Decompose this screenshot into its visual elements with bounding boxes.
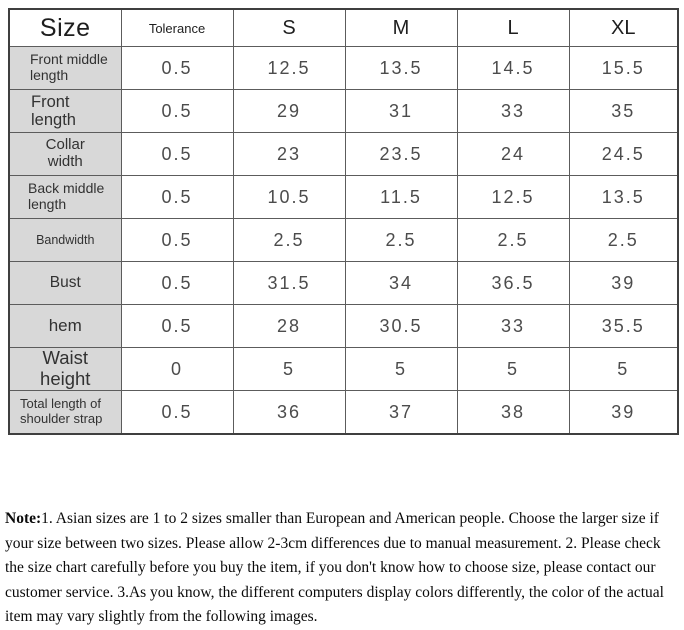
table-cell: 2.5: [456, 218, 570, 262]
table-cell: 35.5: [568, 304, 679, 348]
table-cell: 0.5: [120, 46, 234, 90]
column-header-m: M: [344, 8, 458, 47]
row-header: Bust: [8, 261, 122, 305]
table-cell: 12.5: [456, 175, 570, 219]
table-cell: 0.5: [120, 132, 234, 176]
table-row-waist-height: Waist height 0 5 5 5 5: [8, 347, 679, 391]
table-cell: 35: [568, 89, 679, 133]
table-row-front-length: Front length 0.5 29 31 33 35: [8, 89, 679, 133]
table-row-hem: hem 0.5 28 30.5 33 35.5: [8, 304, 679, 348]
size-chart-table: Size Tolerance S M L XL Front middle len…: [8, 8, 679, 435]
table-cell: 30.5: [344, 304, 458, 348]
row-header: Waist height: [8, 347, 122, 391]
table-cell: 0.5: [120, 218, 234, 262]
table-row-front-middle-length: Front middle length 0.5 12.5 13.5 14.5 1…: [8, 46, 679, 90]
table-row-total-length-of-shoulder-strap: Total length of shoulder strap 0.5 36 37…: [8, 390, 679, 435]
table-cell: 5: [232, 347, 346, 391]
note-body: 1. Asian sizes are 1 to 2 sizes smaller …: [5, 510, 664, 625]
table-cell: 13.5: [344, 46, 458, 90]
table-cell: 15.5: [568, 46, 679, 90]
table-cell: 33: [456, 89, 570, 133]
table-cell: 23: [232, 132, 346, 176]
table-cell: 0: [120, 347, 234, 391]
table-cell: 31.5: [232, 261, 346, 305]
note-prefix: Note:: [5, 510, 42, 527]
table-cell: 37: [344, 390, 458, 435]
table-cell: 34: [344, 261, 458, 305]
table-row-back-middle-length: Back middle length 0.5 10.5 11.5 12.5 13…: [8, 175, 679, 219]
table-row-bust: Bust 0.5 31.5 34 36.5 39: [8, 261, 679, 305]
table-cell: 2.5: [568, 218, 679, 262]
row-header: Total length of shoulder strap: [8, 390, 122, 435]
table-cell: 0.5: [120, 390, 234, 435]
row-header: Bandwidth: [8, 218, 122, 262]
table-cell: 0.5: [120, 304, 234, 348]
row-header: Collar width: [8, 132, 122, 176]
table-cell: 5: [456, 347, 570, 391]
table-cell: 14.5: [456, 46, 570, 90]
table-row-collar-width: Collar width 0.5 23 23.5 24 24.5: [8, 132, 679, 176]
table-cell: 0.5: [120, 175, 234, 219]
column-header-size: Size: [8, 8, 122, 47]
header-row: Size Tolerance S M L XL: [8, 8, 679, 47]
table-cell: 29: [232, 89, 346, 133]
column-header-l: L: [456, 8, 570, 47]
table-cell: 28: [232, 304, 346, 348]
table-cell: 24: [456, 132, 570, 176]
table-cell: 31: [344, 89, 458, 133]
table-cell: 38: [456, 390, 570, 435]
table-cell: 10.5: [232, 175, 346, 219]
table-cell: 2.5: [344, 218, 458, 262]
row-header: Front length: [8, 89, 122, 133]
row-header: Front middle length: [8, 46, 122, 90]
table-cell: 11.5: [344, 175, 458, 219]
table-cell: 5: [568, 347, 679, 391]
table-cell: 23.5: [344, 132, 458, 176]
column-header-tolerance: Tolerance: [120, 8, 234, 47]
note-text: Note:1. Asian sizes are 1 to 2 sizes sma…: [5, 507, 680, 630]
table-cell: 36.5: [456, 261, 570, 305]
table-cell: 5: [344, 347, 458, 391]
column-header-xl: XL: [568, 8, 679, 47]
row-header: Back middle length: [8, 175, 122, 219]
table-row-bandwidth: Bandwidth 0.5 2.5 2.5 2.5 2.5: [8, 218, 679, 262]
row-header: hem: [8, 304, 122, 348]
table-cell: 39: [568, 261, 679, 305]
table-cell: 36: [232, 390, 346, 435]
table-cell: 39: [568, 390, 679, 435]
table-cell: 24.5: [568, 132, 679, 176]
table-cell: 33: [456, 304, 570, 348]
table-cell: 2.5: [232, 218, 346, 262]
table-cell: 0.5: [120, 261, 234, 305]
table-cell: 13.5: [568, 175, 679, 219]
column-header-s: S: [232, 8, 346, 47]
table-cell: 12.5: [232, 46, 346, 90]
table-cell: 0.5: [120, 89, 234, 133]
